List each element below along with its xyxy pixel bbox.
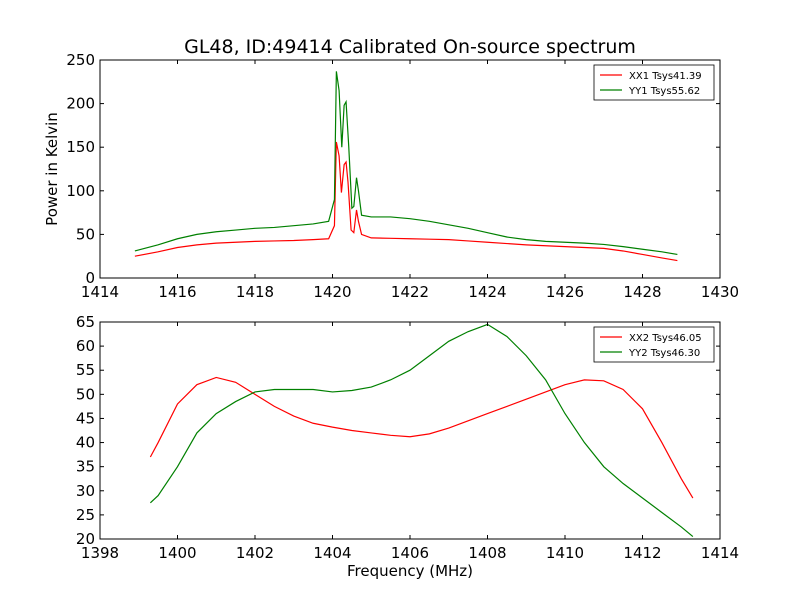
panel2-y-tick-label: 60 [76, 337, 95, 355]
panel2-legend-label-1: XX2 Tsys46.05 [629, 333, 702, 344]
panel2-y-tick-label: 45 [76, 409, 95, 427]
panel2-y-tick-label: 50 [76, 385, 95, 403]
panel2-y-tick-label: 55 [76, 361, 95, 379]
panel2-y-tick-label: 35 [76, 458, 95, 476]
panel1-x-tick-label: 1420 [313, 283, 351, 301]
panel2-x-tick-label: 1414 [701, 544, 739, 562]
panel2-x-tick-label: 1400 [158, 544, 196, 562]
panel2-x-tick-label: 1408 [468, 544, 506, 562]
panel1-x-tick-label: 1414 [81, 283, 119, 301]
panel2-legend-label-2: YY2 Tsys46.30 [628, 348, 700, 359]
panel1-y-tick-label: 50 [76, 225, 95, 243]
panel2-y-tick-label: 65 [76, 313, 95, 331]
panel2-series-1-line [149, 376, 694, 499]
panel1-x-tick-label: 1428 [623, 283, 661, 301]
panel1-x-tick-label: 1418 [236, 283, 274, 301]
panel1-x-tick-label: 1430 [701, 283, 739, 301]
panel1-x-tick-label: 1426 [546, 283, 584, 301]
panel1-series-1-line [134, 141, 678, 262]
panel1-x-tick-label: 1416 [158, 283, 196, 301]
panel1-x-tick-label: 1422 [391, 283, 429, 301]
panel2-series-2-line [149, 323, 694, 538]
panel1-legend-box [593, 64, 715, 101]
panel2-y-tick-label: 30 [76, 482, 95, 500]
panel1-y-tick-label: 150 [66, 138, 95, 156]
panel1-y-tick-label: 250 [66, 51, 95, 69]
panel2-y-tick-label: 20 [76, 530, 95, 548]
panel1-y-tick-label: 100 [66, 182, 95, 200]
panel2-y-tick-label: 40 [76, 434, 95, 452]
panel2-y-tick-label: 25 [76, 506, 95, 524]
panel1-legend-label-1: XX1 Tsys41.39 [629, 71, 702, 82]
panel2-x-tick-label: 1406 [391, 544, 429, 562]
panel2-x-tick-label: 1404 [313, 544, 351, 562]
panel2-legend-box [593, 326, 715, 363]
panel1-x-tick-label: 1424 [468, 283, 506, 301]
panel1-legend-label-2: YY1 Tsys55.62 [628, 86, 700, 97]
panel2-x-tick-label: 1412 [623, 544, 661, 562]
panel2-x-tick-label: 1410 [546, 544, 584, 562]
panel1-y-axis-label: Power in Kelvin [43, 112, 61, 226]
panel1-y-tick-label: 200 [66, 95, 95, 113]
figure-title: GL48, ID:49414 Calibrated On-source spec… [184, 36, 636, 58]
panel2-x-tick-label: 1402 [236, 544, 274, 562]
panel1-y-tick-label: 0 [85, 269, 95, 287]
panel2-x-axis-label: Frequency (MHz) [347, 562, 473, 580]
panel1-series-2-line [134, 71, 678, 256]
panel2-x-tick-label: 1398 [81, 544, 119, 562]
